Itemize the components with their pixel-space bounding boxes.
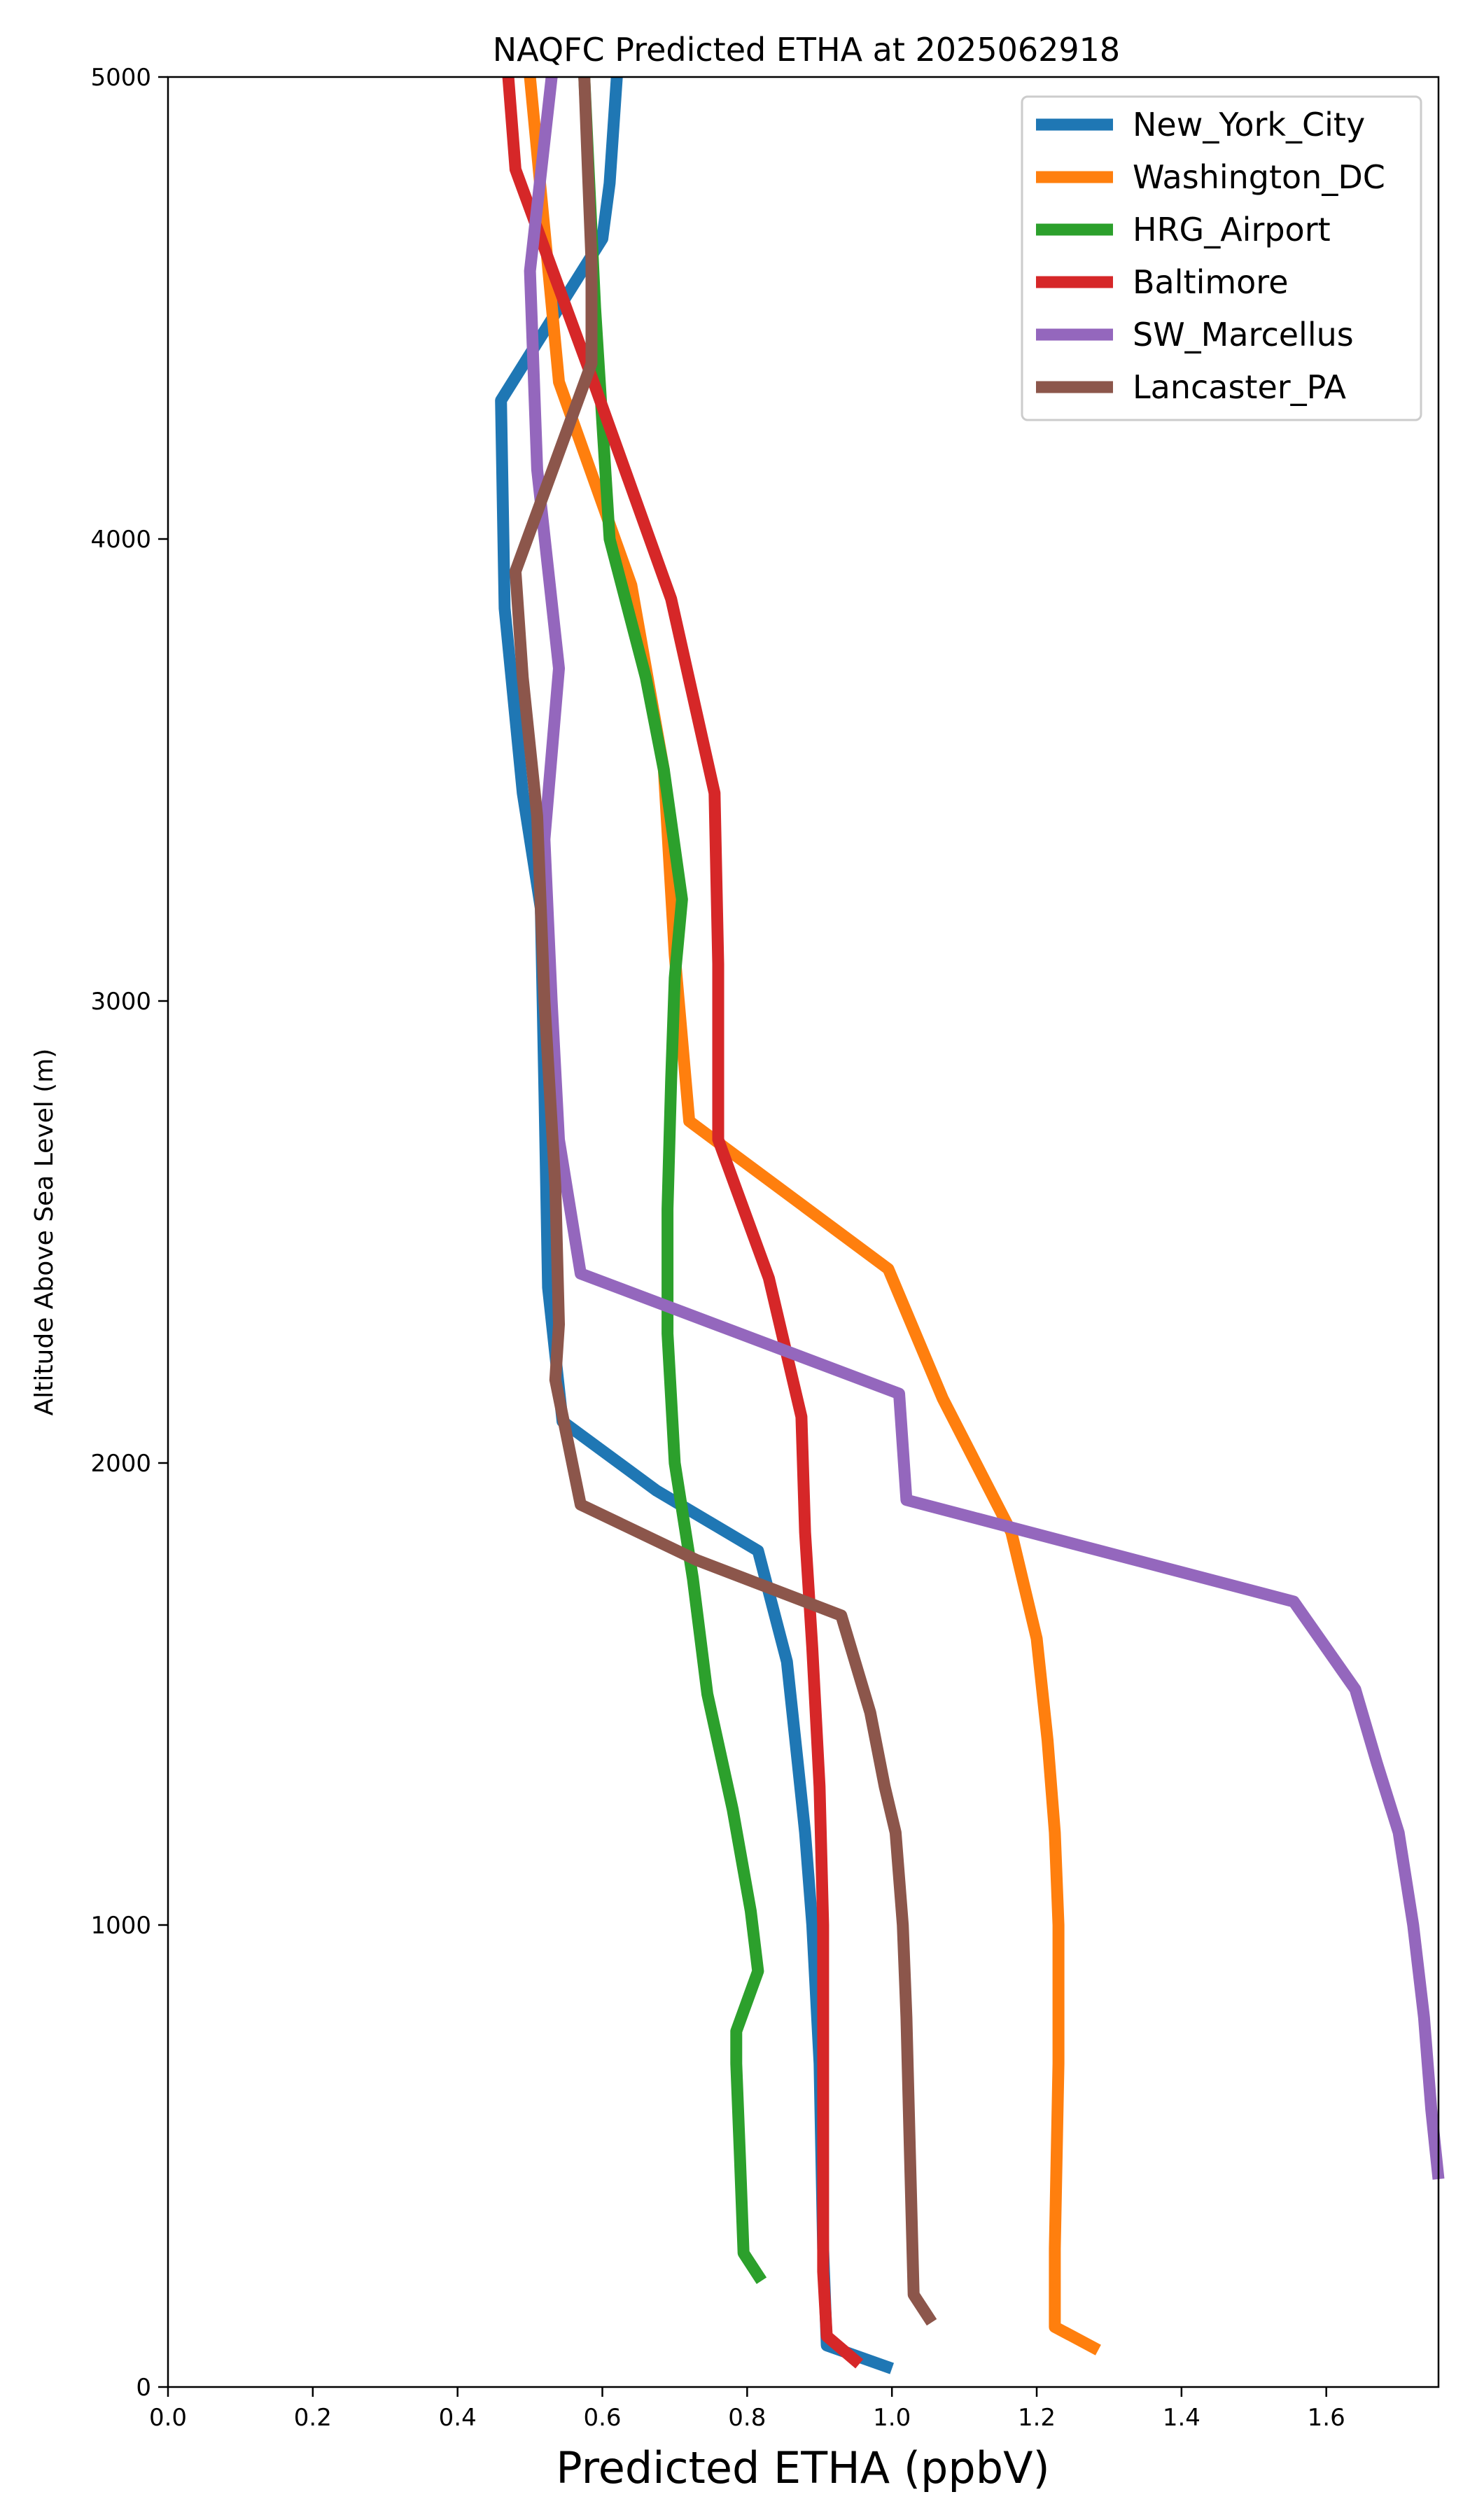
x-tick-label: 1.2 bbox=[1018, 2404, 1056, 2432]
plot-area-frame bbox=[167, 76, 1440, 2388]
y-tick-label: 2000 bbox=[90, 1450, 151, 1478]
legend-label-hrg-airport: HRG_Airport bbox=[1133, 211, 1331, 248]
y-tick-label: 3000 bbox=[90, 988, 151, 1016]
y-axis: 0 1000 2000 3000 4000 5000 bbox=[90, 64, 168, 2402]
x-tick-label: 0.4 bbox=[439, 2404, 477, 2432]
x-tick-label: 0.6 bbox=[583, 2404, 621, 2432]
y-tick-label: 1000 bbox=[90, 1912, 151, 1940]
x-tick-label: 0.2 bbox=[294, 2404, 332, 2432]
series-line-baltimore bbox=[502, 76, 864, 2369]
series-line-sw-marcellus bbox=[524, 76, 1445, 2180]
y-tick-label: 4000 bbox=[90, 526, 151, 554]
legend: New_York_City Washington_DC HRG_Airport Bal… bbox=[1021, 95, 1422, 421]
x-axis: 0.0 0.2 0.4 0.6 0.8 1.0 1.2 1.4 1.6 bbox=[149, 2387, 1345, 2432]
y-tick-label: 0 bbox=[136, 2374, 151, 2402]
legend-label-baltimore: Baltimore bbox=[1133, 263, 1289, 301]
y-axis-label: Altitude Above Sea Level (m) bbox=[30, 1049, 59, 1416]
x-tick-label: 1.0 bbox=[873, 2404, 911, 2432]
x-tick-label: 0.8 bbox=[728, 2404, 766, 2432]
legend-box bbox=[1021, 95, 1422, 421]
legend-label-lancaster-pa: Lancaster_PA bbox=[1133, 368, 1346, 406]
legend-label-sw-marcellus: SW_Marcellus bbox=[1133, 316, 1354, 354]
x-axis-label: Predicted ETHA (ppbV) bbox=[556, 2442, 1049, 2493]
series-layer bbox=[495, 76, 1445, 2374]
x-tick-label: 0.0 bbox=[149, 2404, 187, 2432]
series-line-lancaster-pa bbox=[509, 76, 937, 2326]
chart-title: NAQFC Predicted ETHA at 2025062918 bbox=[493, 31, 1120, 69]
y-tick-label: 5000 bbox=[90, 64, 151, 92]
x-tick-label: 1.6 bbox=[1308, 2404, 1345, 2432]
x-tick-label: 1.4 bbox=[1163, 2404, 1200, 2432]
legend-label-new-york-city: New_York_City bbox=[1133, 106, 1365, 144]
legend-label-washington-dc: Washington_DC bbox=[1133, 158, 1385, 196]
series-line-hrg-airport bbox=[578, 76, 767, 2284]
